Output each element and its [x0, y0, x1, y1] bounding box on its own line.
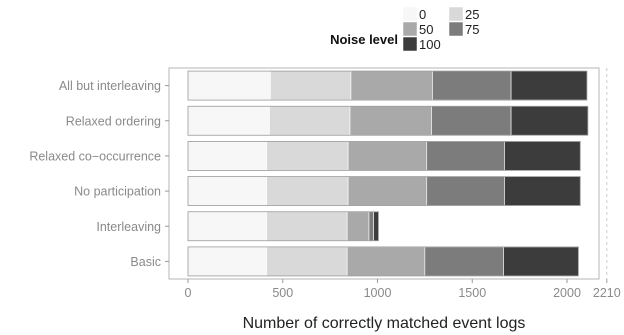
bar-relaxed-co-occurrence-noise-75 [426, 141, 505, 171]
legend: Noise level 0 25 50 75 100 [330, 6, 479, 52]
legend-label-25: 25 [465, 7, 479, 22]
legend-swatch-75 [448, 21, 464, 37]
category-labels: All but interleaving Relaxed ordering Rela… [29, 79, 169, 269]
bar-all-but-interleaving-noise-0 [187, 70, 271, 101]
bar-interleaving-noise-0 [187, 211, 267, 242]
legend-label-75: 75 [465, 22, 479, 37]
bar-basic-noise-25 [266, 246, 348, 277]
legend-swatch-100 [402, 36, 418, 52]
x-tick-label-1500: 1500 [458, 286, 486, 300]
category-label-no-participation: No participation [74, 185, 161, 199]
bar-basic-noise-50 [346, 246, 426, 277]
bar-outline-relaxed-ordering [187, 105, 589, 136]
bar-basic-noise-75 [424, 246, 504, 277]
bar-relaxed-ordering-noise-100 [510, 105, 589, 136]
category-label-relaxed-co-occurrence: Relaxed co−occurrence [29, 149, 161, 163]
legend-label-50: 50 [419, 22, 433, 37]
bar-basic-noise-0 [187, 246, 267, 277]
x-tick-label-2210: 2210 [593, 286, 621, 300]
bars [187, 70, 589, 277]
bar-outline-basic [187, 246, 579, 277]
bar-interleaving-noise-100 [373, 211, 379, 242]
legend-swatch-50 [402, 21, 418, 37]
x-axis-ticks: 0 500 1000 1500 2000 2210 [185, 279, 621, 300]
x-axis-title: Number of correctly matched event logs [243, 315, 526, 332]
bar-interleaving-noise-25 [266, 211, 348, 242]
bar-outline-no-participation [187, 176, 581, 206]
x-tick-label-1000: 1000 [364, 286, 392, 300]
bar-outline-all-but-interleaving [187, 70, 588, 101]
bar-all-but-interleaving-noise-50 [350, 70, 433, 101]
bar-no-participation-noise-25 [266, 176, 349, 206]
bar-interleaving-noise-50 [346, 211, 370, 242]
legend-swatch-0 [402, 6, 418, 22]
legend-label-100: 100 [419, 37, 441, 52]
category-label-all-but-interleaving: All but interleaving [59, 79, 161, 93]
bar-relaxed-co-occurrence-noise-100 [504, 141, 581, 171]
bar-relaxed-ordering-noise-75 [431, 105, 512, 136]
bar-relaxed-co-occurrence-noise-0 [187, 141, 267, 171]
category-label-interleaving: Interleaving [96, 220, 161, 234]
legend-label-0: 0 [419, 7, 426, 22]
bar-all-but-interleaving-noise-100 [510, 70, 588, 101]
bar-relaxed-ordering-noise-50 [349, 105, 432, 136]
bar-no-participation-noise-100 [504, 176, 581, 206]
bar-no-participation-noise-75 [426, 176, 505, 206]
bar-all-but-interleaving-noise-75 [432, 70, 512, 101]
category-label-relaxed-ordering: Relaxed ordering [66, 114, 161, 128]
legend-swatch-25 [448, 6, 464, 22]
plot-panel [168, 67, 600, 280]
x-tick-label-500: 500 [272, 286, 293, 300]
bar-all-but-interleaving-noise-25 [270, 70, 352, 101]
bar-relaxed-ordering-noise-0 [187, 105, 270, 136]
bar-basic-noise-100 [503, 246, 579, 277]
bar-no-participation-noise-50 [347, 176, 428, 206]
x-tick-label-2000: 2000 [553, 286, 581, 300]
bar-no-participation-noise-0 [187, 176, 267, 206]
x-tick-label-0: 0 [185, 286, 192, 300]
category-label-basic: Basic [130, 255, 161, 269]
bar-relaxed-co-occurrence-noise-25 [266, 141, 349, 171]
legend-items: 0 25 50 75 100 [402, 6, 479, 52]
bar-outline-interleaving [187, 211, 379, 242]
bar-relaxed-co-occurrence-noise-50 [347, 141, 428, 171]
legend-title: Noise level [330, 32, 398, 47]
bar-interleaving-noise-75 [368, 211, 375, 242]
bar-relaxed-ordering-noise-25 [269, 105, 351, 136]
bar-outline-relaxed-co-occurrence [187, 141, 581, 171]
